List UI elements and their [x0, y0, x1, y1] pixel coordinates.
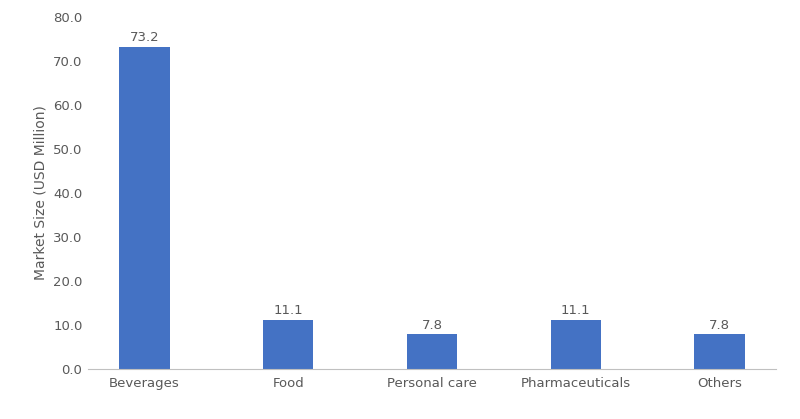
Text: 73.2: 73.2: [130, 31, 159, 44]
Bar: [263, 320, 314, 369]
Bar: [119, 47, 170, 369]
Y-axis label: Market Size (USD Million): Market Size (USD Million): [34, 105, 47, 280]
Text: 7.8: 7.8: [422, 319, 442, 332]
Text: 11.1: 11.1: [274, 304, 303, 317]
Text: 7.8: 7.8: [709, 319, 730, 332]
Text: 11.1: 11.1: [561, 304, 590, 317]
Bar: [694, 334, 745, 369]
Bar: [407, 334, 457, 369]
Bar: [550, 320, 601, 369]
